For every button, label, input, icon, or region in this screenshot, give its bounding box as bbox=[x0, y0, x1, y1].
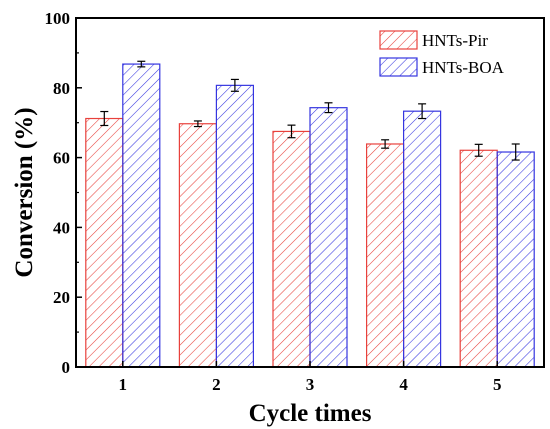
x-tick-label: 3 bbox=[306, 375, 315, 394]
legend-swatch bbox=[379, 30, 418, 50]
x-tick-label: 4 bbox=[399, 375, 408, 394]
legend-item-hnts-pir: HNTs-Pir bbox=[379, 30, 488, 50]
legend-label: HNTs-BOA bbox=[422, 58, 505, 77]
y-tick-label: 80 bbox=[53, 79, 70, 98]
bar-hnts-boa-cycle-2 bbox=[215, 84, 254, 368]
error-bar-hnts-pir-cycle-4 bbox=[381, 139, 390, 149]
legend-swatch bbox=[379, 57, 418, 77]
x-tick-label: 1 bbox=[119, 375, 128, 394]
legend: HNTs-Pir HNTs-BOA bbox=[379, 30, 505, 77]
error-bar-hnts-boa-cycle-4 bbox=[418, 103, 427, 120]
x-axis-title: Cycle times bbox=[249, 400, 372, 427]
y-axis-title: Conversion (%) bbox=[11, 107, 38, 277]
bar-hnts-boa-cycle-1 bbox=[122, 63, 161, 368]
legend-label: HNTs-Pir bbox=[422, 31, 488, 50]
x-tick-label: 5 bbox=[493, 375, 502, 394]
legend-item-hnts-boa: HNTs-BOA bbox=[379, 57, 505, 77]
error-bar-hnts-pir-cycle-5 bbox=[474, 143, 483, 157]
y-tick-label: 20 bbox=[53, 288, 70, 307]
bar-hnts-pir-cycle-5 bbox=[459, 149, 498, 368]
x-axis-ticks: 1 2 3 4 5 bbox=[119, 361, 502, 394]
bar-hnts-pir-cycle-1 bbox=[85, 117, 124, 368]
bar-hnts-boa-cycle-5 bbox=[496, 151, 535, 368]
error-bar-hnts-boa-cycle-5 bbox=[511, 143, 520, 161]
error-bar-hnts-pir-cycle-3 bbox=[287, 124, 296, 139]
y-tick-label: 60 bbox=[53, 149, 70, 168]
error-bar-hnts-boa-cycle-1 bbox=[137, 60, 146, 68]
bar-hnts-pir-cycle-4 bbox=[366, 143, 405, 368]
bar-hnts-boa-cycle-3 bbox=[309, 107, 348, 368]
error-bar-hnts-boa-cycle-2 bbox=[230, 78, 239, 92]
error-bars-layer bbox=[100, 60, 520, 161]
y-tick-label: 0 bbox=[62, 358, 71, 377]
bar-hnts-boa-cycle-4 bbox=[403, 110, 442, 368]
bar-hnts-pir-cycle-3 bbox=[272, 130, 311, 368]
error-bar-hnts-pir-cycle-1 bbox=[100, 110, 109, 127]
error-bar-hnts-pir-cycle-2 bbox=[193, 120, 202, 128]
bar-hnts-pir-cycle-2 bbox=[178, 123, 217, 368]
y-tick-label: 100 bbox=[45, 9, 71, 28]
x-tick-label: 2 bbox=[212, 375, 221, 394]
error-bar-hnts-boa-cycle-3 bbox=[324, 102, 333, 114]
y-axis-ticks: 0 20 40 60 80 100 bbox=[45, 9, 82, 377]
y-tick-label: 40 bbox=[53, 218, 70, 237]
bars-layer bbox=[85, 63, 535, 368]
